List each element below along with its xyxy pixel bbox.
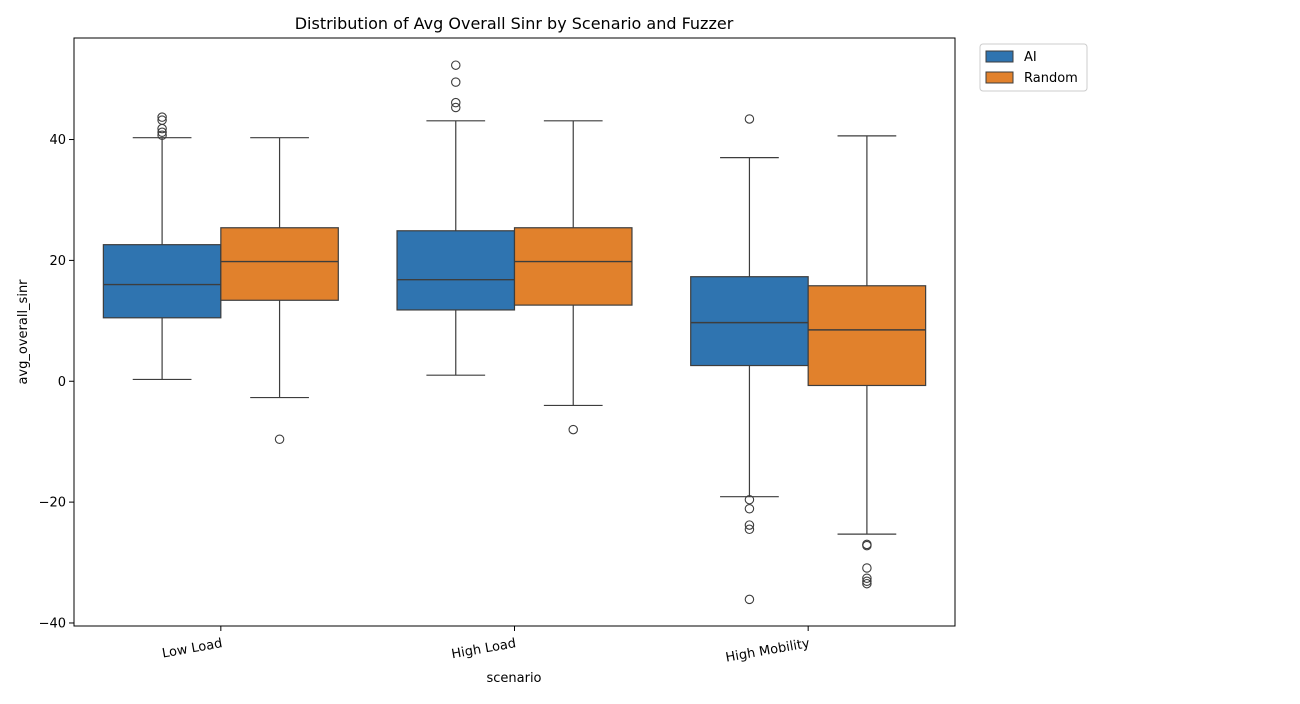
x-tick-label: High Load (450, 636, 517, 662)
outlier-point (744, 114, 755, 124)
outlier-point (157, 127, 167, 138)
outlier-point (157, 112, 167, 122)
outlier-point (744, 494, 755, 505)
box-iqr (102, 244, 222, 319)
outlier-point (568, 424, 578, 435)
outlier-point (862, 563, 872, 573)
legend-swatch-random (985, 71, 1014, 84)
outlier-point (274, 434, 285, 445)
outlier-point (451, 102, 461, 113)
outlier-point (157, 130, 167, 141)
outlier-point (157, 115, 167, 125)
box-random-low-load (220, 137, 339, 445)
x-axis-label: scenario (486, 671, 541, 686)
outlier-point (862, 578, 872, 589)
box-iqr (690, 276, 809, 367)
plot-frame (73, 37, 956, 627)
legend-swatch-ai (985, 50, 1014, 63)
legend: AI Random (979, 43, 1088, 92)
outlier-point (744, 504, 755, 514)
box-iqr (220, 227, 339, 301)
outlier-point (451, 97, 461, 108)
outlier-point (744, 594, 755, 605)
box-random-high-load (513, 120, 633, 435)
box-random-high-mobility (807, 135, 927, 589)
legend-label-random: Random (1024, 71, 1078, 86)
box-ai-high-load (396, 60, 516, 376)
box-iqr (396, 230, 516, 311)
plot-area: −40 −20 0 20 40 Low Load High Load High Mobilit… (39, 37, 956, 666)
y-tick-label: 0 (58, 375, 66, 390)
chart-title: Distribution of Avg Overall Sinr by Scen… (295, 14, 734, 33)
box-iqr (513, 227, 633, 306)
box-ai-high-mobility (690, 114, 809, 605)
outlier-point (862, 576, 872, 587)
y-tick-label: 20 (49, 254, 66, 269)
box-ai-low-load (102, 112, 222, 381)
outlier-point (451, 77, 461, 87)
x-tick-label: Low Load (161, 636, 224, 661)
outlier-point (744, 524, 755, 535)
y-axis-label: avg_overall_sinr (16, 279, 31, 385)
outlier-point (744, 520, 755, 530)
x-tick-label: High Mobility (724, 636, 811, 666)
y-tick-label: 40 (49, 133, 66, 148)
y-tick-label: −40 (39, 616, 66, 631)
y-tick-label: −20 (39, 496, 66, 511)
box-iqr (807, 285, 927, 387)
legend-label-ai: AI (1024, 50, 1037, 65)
outlier-point (862, 573, 872, 584)
outlier-point (451, 60, 461, 70)
outlier-point (862, 540, 872, 551)
